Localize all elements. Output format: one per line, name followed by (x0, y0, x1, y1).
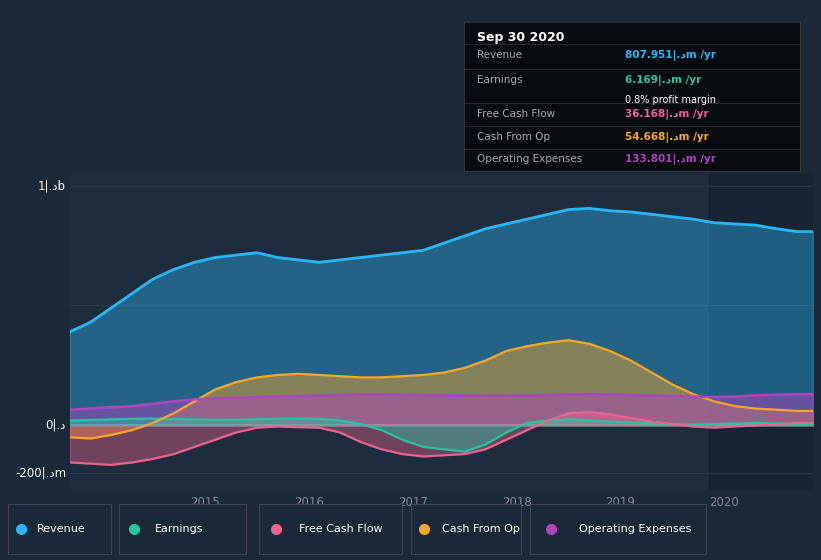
Text: 36.168|.دm /yr: 36.168|.دm /yr (626, 109, 709, 120)
Text: -200|.دm: -200|.دm (15, 466, 66, 480)
Text: 0.8% profit margin: 0.8% profit margin (626, 95, 717, 105)
Text: 133.801|.دm /yr: 133.801|.دm /yr (626, 155, 716, 165)
Bar (709, 174, 813, 490)
Text: Sep 30 2020: Sep 30 2020 (477, 31, 565, 44)
Text: Free Cash Flow: Free Cash Flow (477, 109, 556, 119)
Text: Cash From Op: Cash From Op (442, 524, 520, 534)
Text: 0|.د: 0|.د (46, 419, 66, 432)
Text: Free Cash Flow: Free Cash Flow (299, 524, 383, 534)
Text: Earnings: Earnings (477, 75, 523, 85)
Text: Revenue: Revenue (477, 50, 522, 60)
Text: Earnings: Earnings (154, 524, 203, 534)
Text: 1|.دb: 1|.دb (38, 179, 66, 192)
Text: 6.169|.دm /yr: 6.169|.دm /yr (626, 75, 702, 86)
Text: 807.951|.دm /yr: 807.951|.دm /yr (626, 50, 716, 61)
Text: Revenue: Revenue (37, 524, 85, 534)
Text: Operating Expenses: Operating Expenses (477, 155, 583, 165)
Text: Operating Expenses: Operating Expenses (579, 524, 691, 534)
Text: 54.668|.دm /yr: 54.668|.دm /yr (626, 132, 709, 143)
Text: Cash From Op: Cash From Op (477, 132, 550, 142)
